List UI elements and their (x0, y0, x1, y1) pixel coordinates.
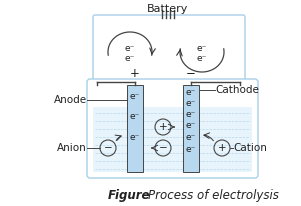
Text: Anion: Anion (57, 143, 87, 153)
Text: e⁻: e⁻ (186, 144, 196, 153)
Text: +: + (130, 67, 140, 80)
Text: e⁻: e⁻ (186, 98, 196, 108)
Text: −: − (186, 67, 196, 80)
Text: Battery: Battery (147, 4, 189, 14)
Text: e⁻: e⁻ (125, 43, 135, 53)
Text: +: + (159, 122, 167, 132)
Text: e⁻: e⁻ (186, 110, 196, 118)
Text: e⁻: e⁻ (186, 88, 196, 96)
Text: e⁻: e⁻ (130, 91, 140, 101)
Text: Cation: Cation (233, 143, 267, 153)
Text: Process of electrolysis: Process of electrolysis (148, 190, 279, 202)
Text: e⁻: e⁻ (197, 43, 207, 53)
Text: +: + (218, 143, 226, 153)
Bar (127, 85, 143, 172)
Text: −: − (159, 143, 167, 153)
Bar (93, 107, 252, 172)
Text: e⁻: e⁻ (186, 132, 196, 142)
Text: Cathode: Cathode (215, 85, 259, 95)
Bar (183, 85, 199, 172)
Text: −: − (104, 143, 112, 153)
FancyBboxPatch shape (93, 15, 245, 87)
Text: e⁻: e⁻ (130, 111, 140, 121)
Text: Figure: Figure (108, 190, 150, 202)
Text: e⁻: e⁻ (130, 133, 140, 143)
Text: e⁻: e⁻ (125, 54, 135, 62)
Text: e⁻: e⁻ (186, 121, 196, 130)
Text: e⁻: e⁻ (197, 54, 207, 62)
FancyBboxPatch shape (87, 79, 258, 178)
Text: Anode: Anode (54, 95, 87, 105)
